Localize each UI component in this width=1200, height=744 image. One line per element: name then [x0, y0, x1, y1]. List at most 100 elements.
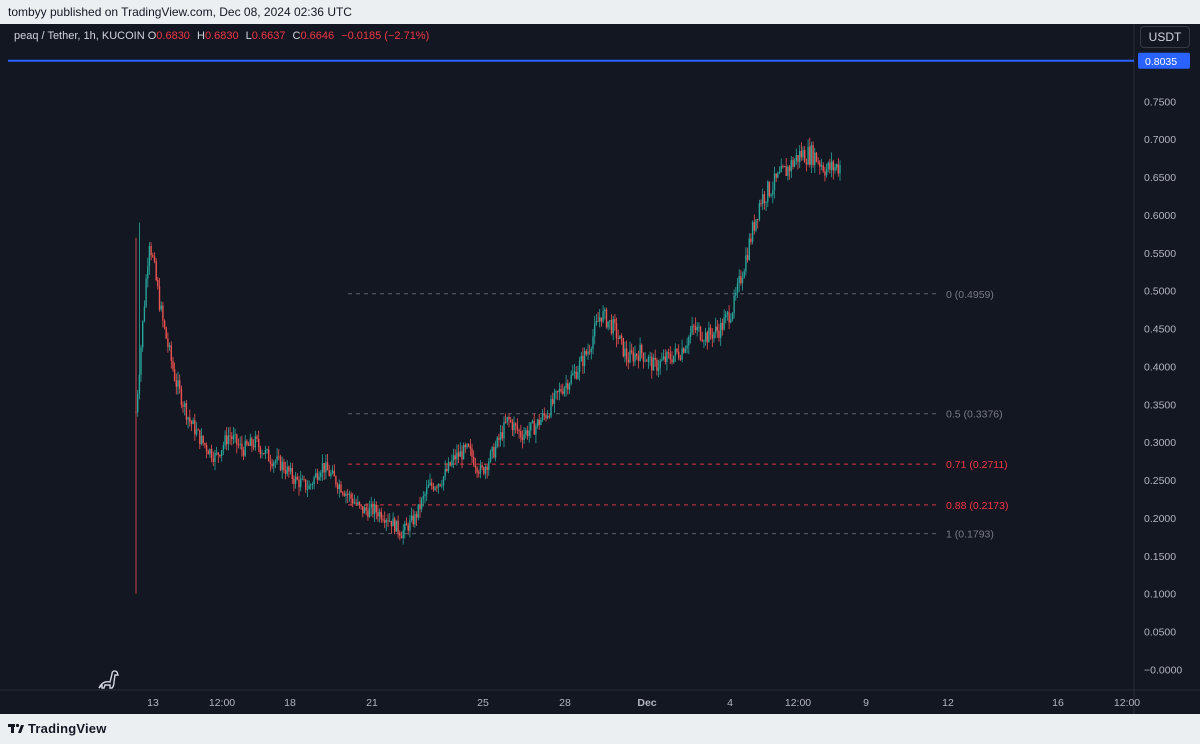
candle-body	[283, 461, 285, 471]
candle-body	[590, 349, 592, 352]
candle-body	[496, 437, 498, 447]
candle-body	[619, 335, 621, 339]
candle-body	[610, 320, 613, 334]
candle-body	[830, 161, 833, 170]
candle-body	[456, 452, 458, 460]
candle-body	[264, 449, 267, 455]
candle-body	[568, 383, 571, 390]
candle-body	[422, 496, 424, 500]
candle-body	[767, 181, 769, 202]
candle-body	[441, 485, 443, 487]
candle-body	[378, 511, 381, 517]
candle-body	[523, 434, 525, 440]
candle-body	[254, 436, 256, 448]
candle-body	[153, 256, 156, 262]
currency-button[interactable]: USDT	[1140, 26, 1190, 48]
candle-body	[676, 348, 678, 352]
candle-body	[155, 261, 157, 280]
candle-body	[575, 371, 577, 379]
candle-body	[597, 321, 599, 322]
candle-body	[681, 348, 683, 360]
candle-body	[538, 419, 540, 425]
candle-body	[792, 160, 794, 167]
low-label: L	[245, 30, 252, 42]
candle-body	[785, 166, 787, 177]
candle-body	[221, 450, 223, 457]
candle-body	[231, 436, 233, 440]
candle-body	[748, 238, 750, 260]
candle-body	[242, 450, 245, 456]
candle-body	[835, 164, 838, 168]
candle-body	[205, 445, 208, 451]
candle-body	[286, 466, 288, 474]
candle-body	[259, 447, 261, 454]
candle-body	[699, 326, 702, 340]
time-tick-label: 12:00	[209, 697, 235, 709]
candle-body	[471, 448, 473, 457]
candle-body	[473, 457, 475, 466]
candle-body	[449, 462, 451, 466]
candle-body	[474, 465, 477, 468]
candle-body	[704, 332, 707, 342]
candle-body	[810, 145, 813, 165]
candle-body	[246, 440, 248, 445]
candle-body	[476, 467, 478, 473]
time-tick-label: Dec	[637, 697, 656, 709]
candle-body	[822, 165, 824, 172]
candle-body	[276, 456, 278, 462]
candle-body	[820, 165, 823, 167]
high-value: 0.6830	[204, 30, 239, 42]
candle-body	[654, 357, 656, 360]
candle-body	[434, 487, 436, 490]
candle-body	[192, 420, 194, 424]
candle-body	[158, 286, 161, 310]
price-tick-label: 0.0500	[1144, 627, 1176, 639]
candle-body	[709, 327, 712, 335]
candle-body	[525, 430, 527, 435]
candle-body	[760, 203, 762, 205]
footer-brand: TradingView	[28, 721, 107, 736]
candle-body	[432, 486, 435, 490]
candle-body	[599, 317, 601, 322]
candle-body	[807, 146, 809, 165]
candle-body	[834, 167, 836, 171]
candle-body	[404, 523, 406, 531]
fib-level-label: 1 (0.1793)	[946, 529, 994, 541]
candle-body	[402, 530, 404, 539]
candle-body	[652, 357, 655, 371]
close-value: 0.6646	[300, 30, 335, 42]
candle-body	[721, 322, 724, 330]
candle-body	[479, 465, 482, 474]
candle-body	[528, 430, 530, 437]
candle-body	[812, 145, 814, 165]
candle-body	[279, 456, 282, 471]
horizontal-line-price-label: 0.8035	[1145, 56, 1177, 68]
candle-body	[515, 423, 517, 426]
candle-body	[520, 431, 522, 438]
candle-body	[651, 356, 653, 371]
candle-body	[829, 162, 831, 170]
candle-body	[157, 280, 159, 287]
candle-body	[627, 359, 629, 363]
candle-body	[740, 276, 742, 284]
candle-body	[540, 419, 542, 425]
candle-body	[252, 445, 255, 448]
candle-body	[389, 520, 391, 522]
candle-body	[689, 332, 692, 338]
candle-body	[604, 309, 606, 312]
high-label: H	[197, 30, 205, 42]
candle-body	[229, 435, 231, 437]
candle-body	[484, 466, 487, 474]
candle-body	[560, 389, 562, 392]
candle-body	[268, 449, 270, 462]
candle-body	[486, 466, 488, 470]
candle-body	[284, 470, 287, 474]
candle-body	[294, 476, 297, 484]
candle-body	[244, 440, 246, 456]
candle-body	[347, 493, 349, 495]
time-tick-label: 9	[863, 697, 869, 709]
candle-body	[335, 476, 337, 485]
candle-body	[602, 311, 604, 322]
candle-body	[701, 339, 703, 342]
